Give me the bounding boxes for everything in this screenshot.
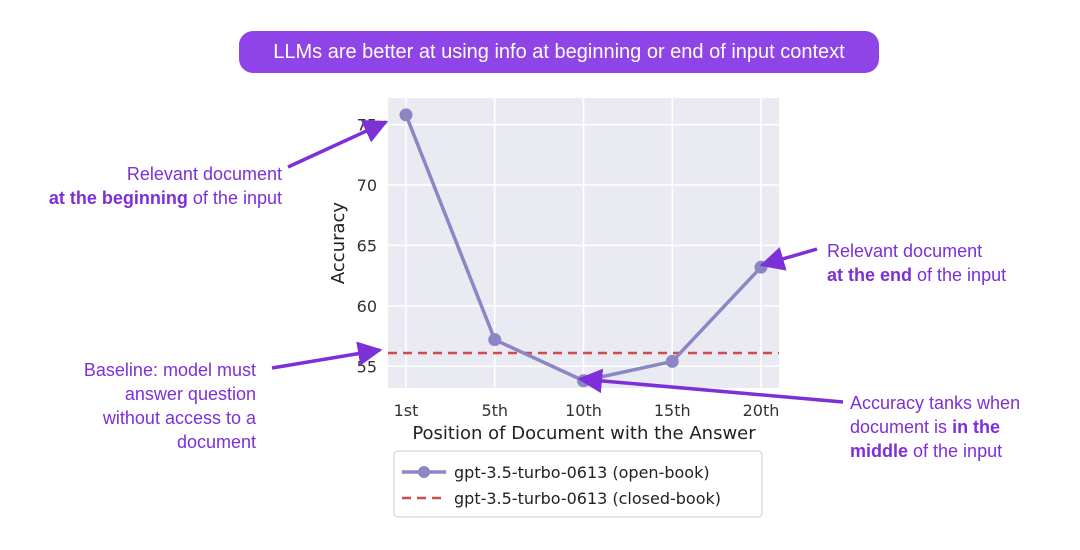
legend-box: [393, 450, 763, 518]
annotation-middle: Accuracy tanks when document is in the m…: [850, 391, 1020, 463]
open-book-point: [665, 354, 679, 368]
y-tick-label: 70: [357, 176, 377, 195]
y-axis-label: Accuracy: [328, 202, 349, 285]
annotation-baseline-line4: document: [176, 432, 256, 452]
arrow-end: [759, 247, 818, 271]
annotation-middle-pre: document is: [850, 417, 953, 437]
annotation-beginning-bold: at the beginning: [48, 188, 188, 208]
y-tick-label: 65: [357, 236, 377, 255]
annotation-end-line1: Relevant document: [827, 241, 983, 261]
annotation-baseline-line3: without access to a: [102, 408, 256, 428]
annotation-baseline: Baseline: model must answer question wit…: [40, 358, 256, 454]
x-tick-label: 5th: [481, 401, 508, 420]
title-banner: LLMs are better at using info at beginni…: [239, 31, 879, 73]
annotation-end: Relevant document at the end of the inpu…: [827, 239, 1006, 287]
open-book-point: [488, 333, 502, 347]
annotation-beginning-line1: Relevant document: [126, 164, 282, 184]
annotation-middle-bold1: in the: [952, 417, 1001, 437]
annotation-end-bold: at the end: [827, 265, 913, 285]
annotation-baseline-line1: Baseline: model must: [83, 360, 256, 380]
annotation-middle-bold2: middle: [850, 441, 909, 461]
open-book-point: [399, 108, 413, 122]
title-text: LLMs are better at using info at beginni…: [273, 40, 845, 63]
annotation-beginning: Relevant document at the beginning of th…: [20, 162, 282, 210]
x-tick-label: 1st: [394, 401, 419, 420]
x-tick-label: 20th: [743, 401, 780, 420]
y-tick-label: 55: [357, 357, 377, 376]
arrow-middle: [577, 368, 844, 404]
y-tick-label: 60: [357, 297, 377, 316]
x-axis-label: Position of Document with the Answer: [412, 423, 756, 444]
annotation-end-rest: of the input: [912, 265, 1007, 285]
annotation-middle-line1: Accuracy tanks when: [850, 393, 1021, 413]
x-tick-label: 15th: [654, 401, 691, 420]
legend-open-marker: [418, 466, 430, 478]
arrow-beginning: [287, 120, 389, 169]
annotation-beginning-rest: of the input: [187, 188, 282, 208]
legend: gpt-3.5-turbo-0613 (open-book) gpt-3.5-t…: [393, 450, 763, 518]
x-tick-label: 10th: [565, 401, 602, 420]
annotation-middle-rest: of the input: [908, 441, 1003, 461]
arrow-baseline: [271, 341, 383, 370]
annotation-baseline-line2: answer question: [124, 384, 256, 404]
grid: [388, 98, 779, 388]
legend-closed-label: gpt-3.5-turbo-0613 (closed-book): [454, 489, 721, 508]
legend-open-label: gpt-3.5-turbo-0613 (open-book): [454, 463, 710, 482]
